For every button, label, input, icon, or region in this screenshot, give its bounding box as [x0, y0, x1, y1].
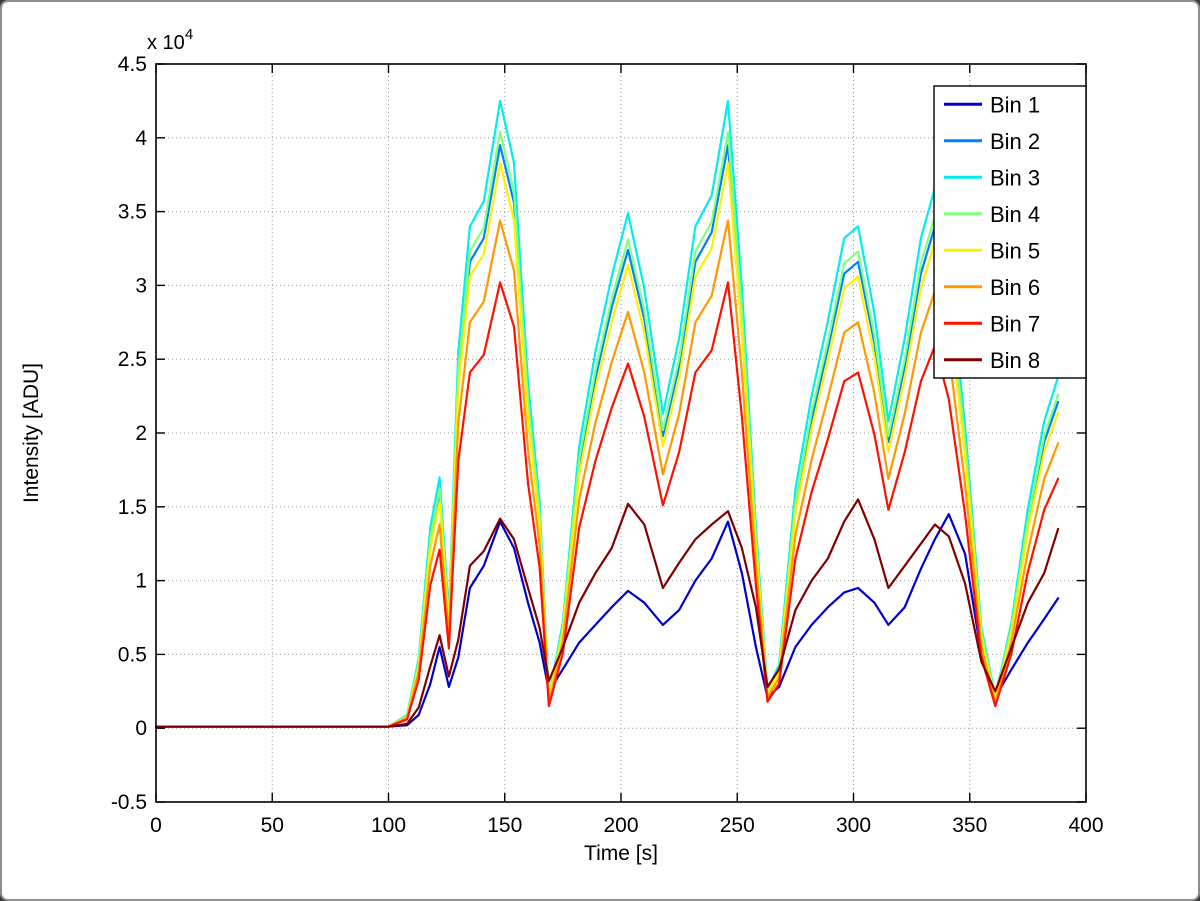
plot-border [155, 63, 1087, 803]
y-tick-label: -0.5 [111, 791, 147, 814]
legend-label: Bin 2 [990, 129, 1040, 154]
legend-label: Bin 3 [990, 165, 1040, 190]
x-tick-label: 150 [487, 814, 522, 837]
legend-label: Bin 8 [990, 348, 1040, 373]
legend-label: Bin 4 [990, 202, 1040, 227]
y-tick-label: 3 [135, 274, 147, 297]
legend-label: Bin 5 [990, 238, 1040, 263]
series-layer [154, 99, 1060, 728]
series-line-bin-7 [154, 281, 1060, 728]
y-axis-multiplier-base: x 10 [147, 32, 185, 54]
series-line-bin-1 [154, 513, 1060, 728]
axes-layer [155, 63, 1087, 803]
y-tick-label: 1 [135, 570, 147, 593]
y-tick-label: 1.5 [118, 496, 147, 519]
y-axis-multiplier: x 104 [147, 26, 193, 54]
y-tick-label: 2.5 [118, 348, 147, 371]
x-tick-label: 50 [261, 814, 284, 837]
series-line-bin-4 [154, 130, 1060, 728]
series-line-bin-5 [154, 161, 1060, 728]
x-tick-label: 400 [1068, 814, 1103, 837]
x-tick-label: 100 [371, 814, 406, 837]
series-line-bin-8 [154, 498, 1060, 728]
tick-labels-layer: 0 50 100 150 200 250 300 350 400-0.500.511.522.5… [111, 53, 1104, 837]
series-line-bin-3 [154, 99, 1060, 728]
x-tick-label: 300 [836, 814, 871, 837]
y-tick-label: 2 [135, 422, 147, 445]
y-tick-label: 4.5 [118, 53, 147, 76]
x-tick-label: 350 [952, 814, 987, 837]
legend-box [933, 85, 1087, 379]
legend-label: Bin 6 [990, 275, 1040, 300]
legend-label: Bin 1 [990, 92, 1040, 117]
x-tick-label: 0 [150, 814, 162, 837]
x-tick-label: 200 [603, 814, 638, 837]
y-axis-multiplier-exponent: 4 [185, 26, 193, 43]
legend-label: Bin 7 [990, 311, 1040, 336]
y-tick-label: 0.5 [118, 643, 147, 666]
y-tick-label: 3.5 [118, 201, 147, 224]
y-tick-label: 4 [135, 127, 147, 150]
x-axis-label: Time [s] [584, 842, 658, 865]
legend: Bin 1 Bin 2 Bin 3 Bin 4 Bin 5 Bin 6 Bin 7 Bin 8 [933, 85, 1087, 379]
y-axis-label: Intensity [ADU] [20, 363, 43, 503]
x-tick-label: 250 [720, 814, 755, 837]
y-tick-label: 0 [135, 717, 147, 740]
